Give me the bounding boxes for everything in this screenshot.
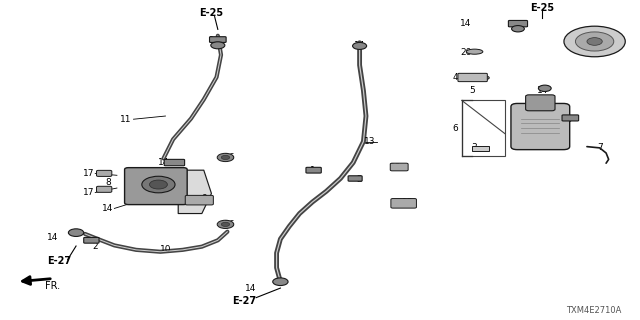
Text: 14: 14 xyxy=(209,36,220,45)
Text: 2: 2 xyxy=(356,175,362,184)
FancyBboxPatch shape xyxy=(97,170,112,176)
Text: 7: 7 xyxy=(597,143,603,152)
Ellipse shape xyxy=(472,75,489,80)
Circle shape xyxy=(221,222,230,227)
Circle shape xyxy=(564,26,625,57)
Text: TXM4E2710A: TXM4E2710A xyxy=(566,306,621,315)
FancyBboxPatch shape xyxy=(562,115,579,121)
Text: 14: 14 xyxy=(536,86,548,95)
Text: 6: 6 xyxy=(452,124,458,133)
Text: E-27: E-27 xyxy=(232,296,257,306)
Text: 14: 14 xyxy=(245,284,257,292)
Circle shape xyxy=(217,220,234,228)
Text: 1: 1 xyxy=(310,166,316,175)
Text: 5: 5 xyxy=(469,86,475,95)
Text: 17: 17 xyxy=(83,188,95,197)
FancyBboxPatch shape xyxy=(391,198,417,208)
Text: 11: 11 xyxy=(120,115,131,124)
Text: 12: 12 xyxy=(588,41,599,51)
Text: 8: 8 xyxy=(105,179,111,188)
Ellipse shape xyxy=(467,49,483,54)
Circle shape xyxy=(538,85,551,92)
Bar xyxy=(472,146,488,151)
Circle shape xyxy=(221,156,230,160)
Text: 10: 10 xyxy=(160,245,172,254)
Text: 14: 14 xyxy=(102,204,114,213)
FancyBboxPatch shape xyxy=(84,237,99,243)
Text: E-27: E-27 xyxy=(47,256,72,266)
Text: 4: 4 xyxy=(452,73,458,82)
Text: 9: 9 xyxy=(201,194,207,204)
Text: E-25: E-25 xyxy=(200,8,223,19)
Circle shape xyxy=(68,229,84,236)
Text: FR.: FR. xyxy=(45,281,61,291)
Circle shape xyxy=(273,278,288,285)
Text: 14: 14 xyxy=(460,19,471,28)
FancyBboxPatch shape xyxy=(390,163,408,171)
FancyBboxPatch shape xyxy=(185,196,213,205)
Text: 14: 14 xyxy=(47,233,59,242)
Circle shape xyxy=(217,153,234,162)
FancyBboxPatch shape xyxy=(209,37,226,43)
Text: 16: 16 xyxy=(223,220,235,229)
Text: 14: 14 xyxy=(354,41,365,51)
Bar xyxy=(462,100,505,156)
FancyBboxPatch shape xyxy=(511,103,570,150)
FancyBboxPatch shape xyxy=(306,167,321,173)
FancyBboxPatch shape xyxy=(97,186,112,192)
FancyBboxPatch shape xyxy=(458,73,487,82)
Circle shape xyxy=(211,42,225,49)
Text: E-25: E-25 xyxy=(530,3,554,13)
FancyBboxPatch shape xyxy=(508,20,527,27)
FancyBboxPatch shape xyxy=(348,176,362,181)
Circle shape xyxy=(142,176,175,193)
FancyBboxPatch shape xyxy=(125,168,187,204)
Circle shape xyxy=(353,43,367,50)
Text: 19: 19 xyxy=(390,163,401,172)
Text: 17: 17 xyxy=(83,169,95,178)
Text: 16: 16 xyxy=(223,153,235,162)
Text: 15: 15 xyxy=(562,115,573,124)
FancyBboxPatch shape xyxy=(164,159,184,166)
Text: 14: 14 xyxy=(158,158,169,167)
Text: 3: 3 xyxy=(472,143,477,152)
Text: 2: 2 xyxy=(92,242,98,251)
Text: 13: 13 xyxy=(364,137,376,146)
Circle shape xyxy=(511,26,524,32)
Polygon shape xyxy=(178,170,211,213)
Text: 20: 20 xyxy=(460,48,471,57)
Circle shape xyxy=(587,38,602,45)
Text: 18: 18 xyxy=(403,197,414,206)
Circle shape xyxy=(150,180,168,189)
FancyBboxPatch shape xyxy=(525,95,555,111)
Circle shape xyxy=(575,32,614,51)
